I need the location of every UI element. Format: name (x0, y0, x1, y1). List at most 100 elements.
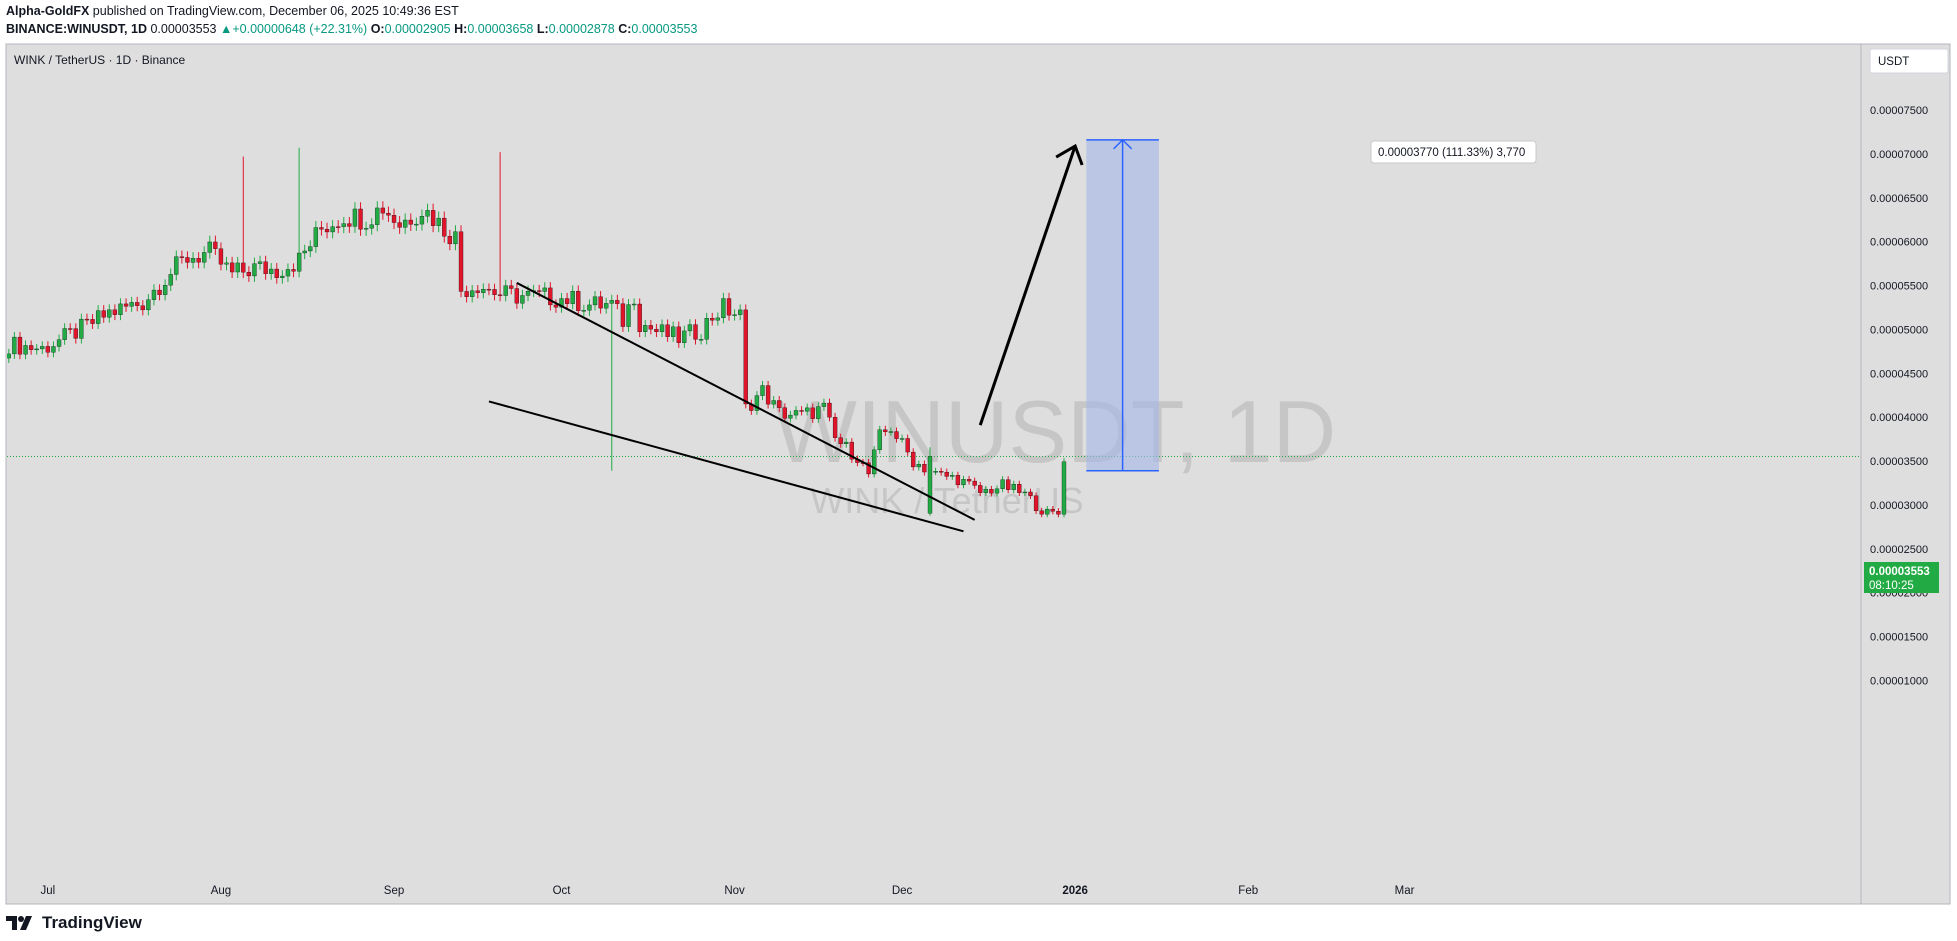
candle-body (146, 299, 151, 311)
time-tick-label: Nov (724, 885, 745, 897)
candle-body (403, 219, 408, 228)
candle-body (252, 263, 257, 277)
candle-body (1011, 483, 1016, 490)
candle-body (129, 302, 134, 307)
price-tick-label: 0.00003500 (1870, 456, 1928, 468)
price-axis[interactable]: 0.000080000.000075000.000070000.00006500… (1870, 61, 1928, 687)
price-tick-label: 0.00007000 (1870, 149, 1928, 161)
wedge-upper-trendline[interactable] (516, 282, 976, 521)
time-tick-label: Feb (1238, 885, 1258, 897)
candle-series (7, 147, 1067, 518)
price-tick-label: 0.00003000 (1870, 500, 1928, 512)
candle-body (291, 269, 296, 272)
price-tick-label: 0.00002500 (1870, 544, 1928, 556)
symbol-interval: BINANCE:WINUSDT, 1D (6, 22, 147, 36)
candle-body (643, 325, 648, 332)
candle-body (174, 256, 179, 275)
candle-body (950, 475, 955, 477)
candle-body (118, 303, 123, 315)
candle-body (497, 294, 503, 296)
candle-body (202, 252, 207, 263)
candle-body (905, 438, 910, 453)
candle-body (972, 480, 977, 486)
candle-body (966, 479, 972, 482)
candle-body (363, 228, 369, 230)
candle-body (486, 288, 492, 291)
candle-body (620, 303, 626, 327)
candle-body (933, 471, 938, 473)
candle-body (481, 288, 486, 293)
candle-body (1000, 479, 1005, 489)
candle-body (1022, 491, 1028, 494)
candle-body (710, 318, 715, 321)
candle-body (492, 289, 497, 295)
low-label: L: (536, 22, 549, 36)
candle-body (715, 317, 720, 321)
candle-body (84, 318, 90, 321)
candle-body (470, 290, 475, 297)
candle-body (537, 290, 542, 292)
time-tick-label: Jul (41, 885, 56, 897)
candle-body (190, 258, 196, 263)
wedge-lower-trendline[interactable] (488, 400, 964, 533)
chart-legend[interactable]: WINK / TetherUS · 1D · Binance (14, 53, 185, 67)
candle-body (135, 302, 140, 306)
candle-body (587, 304, 592, 311)
candle-body (1061, 461, 1067, 515)
candle-body (101, 310, 106, 318)
candle-body (866, 462, 871, 475)
watermark-symbol: WINUSDT, 1D (774, 382, 1336, 481)
price-range-tool[interactable] (1086, 138, 1159, 472)
time-tick-label: Mar (1395, 885, 1415, 897)
candle-body (391, 215, 397, 223)
tradingview-logo[interactable]: TradingView (6, 913, 142, 933)
close-label: C: (618, 22, 632, 36)
price-tick-label: 0.00001500 (1870, 632, 1928, 644)
candle-body (56, 339, 62, 347)
candle-body (955, 475, 961, 486)
candle-body (246, 271, 252, 277)
candle-body (308, 246, 313, 252)
candle-body (654, 328, 659, 333)
candle-body (570, 291, 575, 304)
candle-body (738, 309, 743, 315)
candle-body (726, 298, 732, 316)
candle-body (319, 227, 324, 230)
candle-body (849, 441, 854, 460)
candle-body (721, 298, 726, 319)
candle-body (324, 229, 330, 233)
candle-body (430, 210, 436, 226)
ohlc-line: BINANCE:WINUSDT, 1D 0.00003553 ▲+0.00000… (6, 22, 697, 36)
candle-body (827, 402, 832, 418)
time-axis[interactable]: Jul Aug Sep Oct Nov Dec 2026 Feb Mar (41, 885, 1415, 897)
candle-body (598, 296, 603, 309)
candle-body (810, 407, 815, 419)
candle-body (805, 407, 810, 412)
candle-body (90, 319, 95, 324)
candle-body (1017, 483, 1022, 493)
candle-body (408, 219, 413, 225)
candle-body (79, 318, 84, 339)
currency-label[interactable]: USDT (1878, 56, 1909, 68)
candle-body (821, 402, 827, 407)
candle-body (1050, 508, 1055, 512)
publish-line: Alpha-GoldFX published on TradingView.co… (6, 4, 459, 18)
candle-body (475, 290, 480, 293)
candle-body (62, 328, 67, 340)
candle-body (765, 385, 771, 405)
currency-button[interactable]: USDT (1869, 48, 1949, 74)
candle-body (341, 223, 346, 227)
candle-body (352, 208, 358, 227)
up-arrow-icon[interactable] (978, 143, 1084, 426)
candle-body (883, 429, 888, 432)
candle-body (1045, 508, 1050, 515)
candle-body (553, 304, 559, 308)
candle-body (213, 241, 218, 249)
chart-pane[interactable] (5, 43, 1951, 905)
price-tick-label: 0.00005000 (1870, 324, 1928, 336)
candle-body (330, 226, 335, 233)
author-name[interactable]: Alpha-GoldFX (6, 4, 90, 18)
price-change: +0.00000648 (+22.31%) (232, 22, 368, 36)
time-tick-label: Dec (892, 885, 913, 897)
